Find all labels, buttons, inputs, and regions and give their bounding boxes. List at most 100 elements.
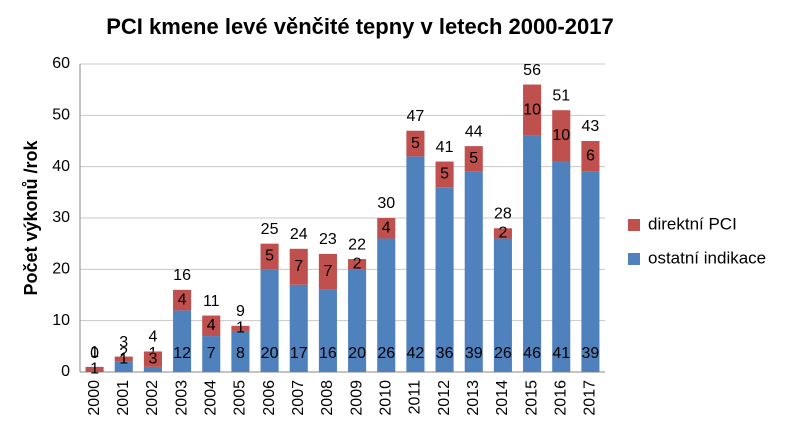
- bar-segment: [406, 130, 425, 157]
- data-label: 20: [348, 345, 366, 362]
- data-label: 4: [178, 291, 187, 308]
- total-label: 3: [119, 334, 128, 351]
- bar-segment: [143, 366, 162, 372]
- total-label: 47: [407, 108, 425, 125]
- data-label: 5: [469, 150, 478, 167]
- bar-segment: [231, 330, 250, 372]
- bar-segment: [552, 161, 571, 372]
- bar-segment: [318, 289, 337, 372]
- data-label: 5: [265, 248, 274, 265]
- x-tick-label: 2001: [115, 380, 132, 416]
- bar-segment: [260, 243, 279, 270]
- y-tick-label: 60: [52, 55, 70, 72]
- legend-swatch: [628, 253, 640, 265]
- x-tick-label: 2000: [86, 380, 103, 416]
- bar-segment: [173, 289, 192, 311]
- data-label: 39: [582, 345, 600, 362]
- total-label: 56: [523, 62, 541, 79]
- data-label: 12: [173, 345, 191, 362]
- bar-segment: [464, 171, 483, 372]
- bar-segment: [523, 84, 542, 136]
- x-tick-label: 2011: [407, 380, 424, 415]
- bar-segment: [523, 135, 542, 372]
- bar-segment: [202, 315, 221, 337]
- x-tick-label: 2016: [552, 380, 569, 416]
- data-label: 7: [323, 263, 332, 280]
- legend-swatch: [628, 219, 640, 231]
- total-label: 25: [261, 221, 279, 238]
- bar-segment: [173, 310, 192, 372]
- bar-segment: [114, 361, 133, 372]
- data-label: 8: [236, 345, 245, 362]
- bar-segment: [435, 187, 454, 372]
- total-label: 51: [552, 87, 570, 104]
- bar-segment: [348, 259, 367, 270]
- data-label: 5: [411, 135, 420, 152]
- bar-segment: [202, 336, 221, 372]
- y-axis-label: Počet výkonů /rok: [21, 139, 41, 295]
- data-label: 1: [119, 350, 128, 367]
- total-label: 41: [436, 139, 454, 156]
- x-tick-label: 2004: [202, 380, 219, 416]
- bar-segment: [581, 171, 600, 372]
- x-tick-label: 2008: [319, 380, 336, 416]
- total-label: 44: [465, 123, 483, 140]
- bar-segment: [289, 284, 308, 372]
- data-label: 3: [148, 350, 157, 367]
- data-label: 36: [436, 345, 454, 362]
- data-label: 2: [119, 345, 128, 362]
- total-label: 11: [203, 293, 220, 310]
- data-label: 7: [294, 258, 303, 275]
- bar-segment: [260, 269, 279, 372]
- bar-segment: [464, 146, 483, 172]
- data-label: 4: [382, 219, 391, 236]
- total-label: 24: [290, 226, 308, 243]
- bar-segment: [143, 351, 162, 367]
- data-label: 39: [465, 345, 483, 362]
- x-tick-label: 2002: [144, 380, 161, 416]
- x-tick-label: 2005: [232, 380, 249, 416]
- data-label: 1: [236, 320, 245, 337]
- total-label: 16: [173, 267, 191, 284]
- total-label: 28: [494, 205, 512, 222]
- x-tick-label: 2006: [261, 380, 278, 416]
- x-tick-label: 2014: [494, 380, 511, 416]
- bar-segment: [581, 141, 600, 172]
- y-tick-label: 50: [52, 107, 70, 124]
- data-label: 1: [90, 361, 99, 378]
- chart-title: PCI kmene levé věnčité tepny v letech 20…: [106, 14, 614, 39]
- data-label: 0: [90, 345, 99, 362]
- data-label: 2: [353, 255, 362, 272]
- data-label: 46: [523, 345, 541, 362]
- data-label: 42: [407, 345, 425, 362]
- bar-segment: [493, 228, 512, 239]
- x-tick-label: 2012: [436, 380, 453, 416]
- y-tick-label: 30: [52, 209, 70, 226]
- bar-segment: [85, 366, 104, 372]
- x-tick-label: 2007: [290, 380, 307, 416]
- total-label: 4: [148, 329, 157, 346]
- total-label: 30: [377, 195, 395, 212]
- bar-segment: [318, 253, 337, 290]
- data-label: 16: [319, 345, 337, 362]
- x-tick-label: 2009: [348, 380, 365, 416]
- y-tick-label: 40: [52, 158, 70, 175]
- total-label: 9: [236, 303, 245, 320]
- x-tick-label: 2003: [173, 380, 190, 416]
- y-tick-label: 0: [61, 363, 70, 380]
- data-label: 10: [552, 127, 570, 144]
- data-label: 26: [377, 345, 395, 362]
- bar-segment: [493, 238, 512, 372]
- data-label: 41: [552, 345, 570, 362]
- data-label: 4: [207, 317, 216, 334]
- x-tick-label: 2013: [465, 380, 482, 416]
- bar-segment: [348, 269, 367, 372]
- x-tick-label: 2015: [523, 380, 540, 416]
- total-label: 22: [348, 236, 366, 253]
- bar-segment: [435, 161, 454, 188]
- y-tick-label: 20: [52, 261, 70, 278]
- bar-segment: [552, 110, 571, 162]
- bar-segment: [377, 238, 396, 372]
- data-label: 6: [586, 148, 595, 165]
